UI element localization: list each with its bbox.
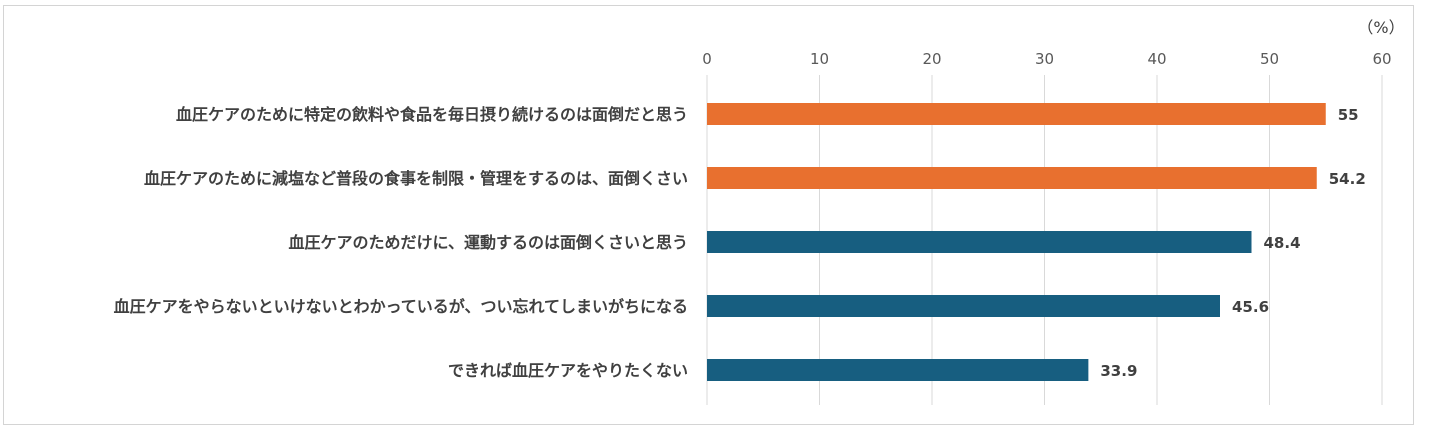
bars [707,103,1326,381]
x-axis-ticks: 0 10 20 30 40 50 60 [702,50,1391,68]
x-tick-label: 30 [1035,50,1054,68]
data-label: 48.4 [1264,234,1301,252]
chart-frame [3,5,1414,425]
x-tick-label: 40 [1147,50,1166,68]
category-label: 血圧ケアのために減塩など普段の食事を制限・管理をするのは、面倒くさい [144,169,688,188]
category-label: 血圧ケアをやらないといけないとわかっているが、つい忘れてしまいがちになる [114,297,688,316]
x-tick-label: 10 [810,50,829,68]
data-labels: 55 54.2 48.4 45.6 33.9 [1100,106,1365,380]
data-label: 33.9 [1100,362,1137,380]
data-label: 54.2 [1329,170,1366,188]
bar [707,231,1252,253]
category-label: 血圧ケアのためだけに、運動するのは面倒くさいと思う [288,233,688,252]
x-tick-label: 50 [1260,50,1279,68]
data-label: 45.6 [1232,298,1269,316]
bar [707,359,1089,381]
category-labels: 血圧ケアのために特定の飲料や食品を毎日摂り続けるのは面倒だと思う血圧ケアのために… [114,105,688,380]
data-label: 55 [1338,106,1359,124]
unit-label: （%） [1357,18,1404,37]
bar [707,103,1326,125]
bar [707,295,1220,317]
bar [707,167,1317,189]
x-tick-label: 20 [922,50,941,68]
x-tick-label: 0 [702,50,712,68]
category-label: できれば血圧ケアをやりたくない [448,361,688,380]
category-label: 血圧ケアのために特定の飲料や食品を毎日摂り続けるのは面倒だと思う [176,105,688,124]
x-tick-label: 60 [1372,50,1391,68]
